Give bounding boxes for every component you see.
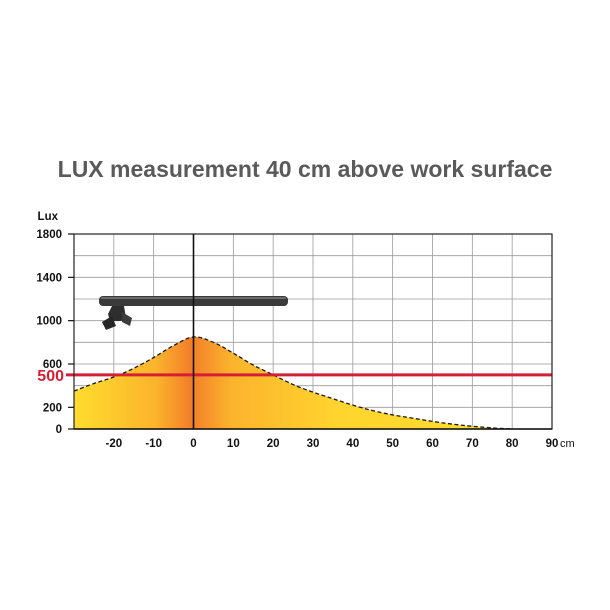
x-tick-label: -20 [106,438,123,450]
lamp-shade [102,316,116,330]
y-tick-label: 1800 [36,229,62,241]
y-tick-label: 600 [43,359,62,371]
x-tick-label: 80 [506,438,519,450]
threshold-label: 500 [37,368,64,385]
y-tick-label: 200 [43,402,62,414]
x-tick-label: 90 [546,438,559,450]
y-axis-label: Lux [38,211,59,223]
x-tick-label: 70 [466,438,479,450]
y-tick-label: 1400 [36,272,62,284]
x-tick-label: -10 [145,438,162,450]
x-tick-label: 50 [386,438,399,450]
chart-title: LUX measurement 40 cm above work surface [57,156,553,182]
x-tick-label: 30 [307,438,320,450]
area-fill [74,336,513,429]
lamp-knob [122,312,132,326]
y-tick-label: 0 [56,424,62,436]
x-tick-label: 10 [227,438,240,450]
y-tick-label: 1000 [36,316,62,328]
tick-labels: -20 -10 0 10 20 30 40 50 60 70 80 90 0 200 600 1000 1400… [36,211,574,450]
x-tick-label: 40 [346,438,359,450]
x-tick-label: 0 [190,438,196,450]
area-series [73,336,513,430]
series-line [73,336,513,430]
x-tick-label: 60 [426,438,439,450]
x-axis-unit: cm [560,438,575,450]
axes [68,233,553,430]
x-tick-label: 20 [267,438,280,450]
